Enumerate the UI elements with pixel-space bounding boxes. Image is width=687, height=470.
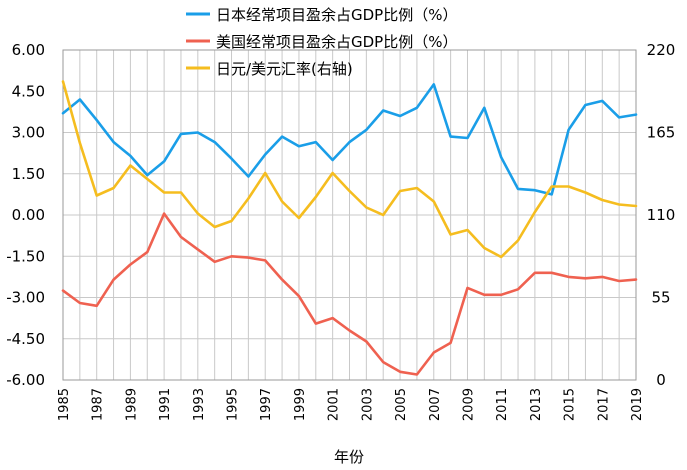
left-tick-label: -1.50 (6, 247, 45, 265)
right-tick-label: 55 (651, 289, 670, 307)
x-axis-title: 年份 (334, 448, 364, 466)
left-tick-label: 6.00 (12, 41, 45, 59)
x-tick-label: 2009 (461, 388, 476, 421)
x-axis-ticks: 1985 1987 1989 1991 1993 1995 1997 1999 2001 2003… (57, 388, 645, 421)
right-tick-label: 165 (647, 124, 676, 142)
right-axis-ticks: 220 165 110 55 0 (647, 41, 676, 389)
left-tick-label: -6.00 (6, 371, 45, 389)
right-tick-label: 0 (656, 371, 666, 389)
x-tick-label: 1995 (226, 388, 241, 421)
x-tick-label: 2019 (630, 388, 645, 421)
x-tick-label: 1989 (124, 388, 139, 421)
x-tick-label: 2017 (596, 388, 611, 421)
x-tick-label: 2013 (529, 388, 544, 421)
series-line-2 (61, 80, 638, 259)
plot-frame (62, 49, 637, 381)
legend: 日本经常项目盈余占GDP比例（%） 美国经常项目盈余占GDP比例（%） 日元/美元汇… (186, 6, 457, 78)
left-tick-label: -4.50 (6, 330, 45, 348)
left-tick-label: 4.50 (12, 82, 45, 100)
legend-label-1: 美国经常项目盈余占GDP比例（%） (216, 33, 457, 51)
x-tick-label: 1999 (293, 388, 308, 421)
x-tick-label: 2007 (428, 388, 443, 421)
series-line-0 (61, 83, 638, 196)
legend-label-2: 日元/美元汇率(右轴) (216, 60, 353, 78)
x-tick-label: 2003 (360, 388, 375, 421)
x-tick-label: 1985 (57, 388, 72, 421)
right-tick-label: 220 (647, 41, 676, 59)
left-tick-label: -3.00 (6, 289, 45, 307)
x-tick-label: 2001 (327, 388, 342, 421)
x-tick-label: 1991 (158, 388, 173, 421)
series-layer (61, 80, 638, 376)
x-tick-label: 1993 (192, 388, 207, 421)
left-tick-label: 1.50 (12, 165, 45, 183)
right-tick-label: 110 (647, 206, 676, 224)
x-tick-label: 2015 (563, 388, 578, 421)
x-tick-label: 1987 (91, 388, 106, 421)
x-tick-label: 2011 (495, 388, 510, 421)
series-line-1 (61, 212, 638, 376)
x-tick-label: 1997 (259, 388, 274, 421)
legend-label-0: 日本经常项目盈余占GDP比例（%） (216, 6, 457, 24)
left-axis-ticks: 6.00 4.50 3.00 1.50 0.00 -1.50 -3.00 -4.50 -6.00 (6, 41, 45, 389)
grid (62, 49, 637, 381)
left-tick-label: 3.00 (12, 124, 45, 142)
left-tick-label: 0.00 (12, 206, 45, 224)
x-tick-label: 2005 (394, 388, 409, 421)
